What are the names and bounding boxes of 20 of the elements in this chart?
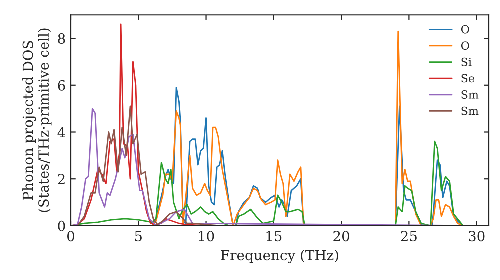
x-tick-label: 0 <box>67 231 74 242</box>
y-tick-label: 8 <box>58 34 66 44</box>
x-tick-label: 10 <box>199 231 214 242</box>
x-tick-label: 5 <box>135 231 142 242</box>
legend-label: Sm <box>462 106 479 116</box>
x-tick-label: 25 <box>401 231 417 242</box>
x-tick-label: 15 <box>266 231 282 242</box>
x-tick-label: 30 <box>469 231 485 242</box>
legend-label: Se <box>462 74 474 83</box>
y-tick-label: 2 <box>58 174 65 184</box>
y-tick-label: 6 <box>58 80 66 91</box>
y-tick-label: 4 <box>58 127 66 138</box>
y-tick-label: 0 <box>58 220 66 232</box>
legend-label: O <box>461 42 470 50</box>
x-axis-title: Frequency (THz) <box>221 250 338 264</box>
legend-label: Sm <box>462 90 479 99</box>
legend-label: Si <box>462 58 472 66</box>
legend-label: O <box>461 25 470 34</box>
y-axis-title: Phonon projected DOS (States/THz·primitive cell) <box>22 28 52 212</box>
x-tick-label: 20 <box>334 231 350 242</box>
